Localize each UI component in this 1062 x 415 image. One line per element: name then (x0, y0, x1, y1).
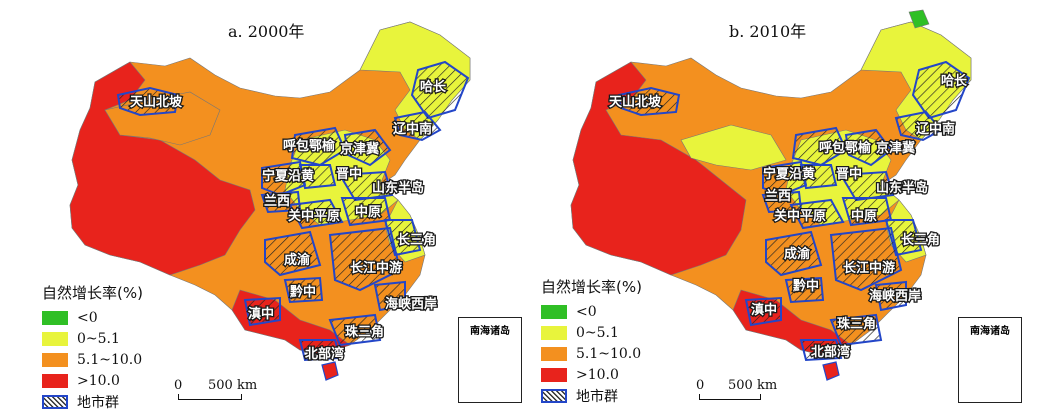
region-northwest (680, 124, 787, 171)
label-shandong: 山东半岛 (372, 180, 424, 196)
label-haixia: 海峡西岸 (385, 296, 437, 312)
region-hainan (321, 361, 339, 381)
label-beibuwan: 北部湾 (811, 344, 850, 360)
legend-item: <0 (42, 307, 143, 328)
legend: 自然增长率(%) <0 0~5.1 5.1~10.0 >10.0 地市群 (541, 276, 642, 406)
label-hachang: 哈长 (420, 79, 447, 95)
legend-item: 0~5.1 (541, 322, 642, 343)
legend-item: 地市群 (42, 391, 143, 412)
label-hachang: 哈长 (941, 73, 968, 89)
map-panel-2010: b. 2010年 (531, 0, 1062, 415)
label-hubao: 呼包鄂榆 (283, 138, 336, 154)
scale-label: 500 km (728, 378, 778, 393)
region-far-northeast (908, 9, 930, 29)
label-tianshan: 天山北坡 (609, 94, 662, 110)
legend-item: 0~5.1 (42, 328, 143, 349)
legend-item: >10.0 (42, 370, 143, 391)
region-west (570, 61, 747, 276)
south-china-sea-inset: 南海诸岛 (458, 317, 522, 403)
label-chengyu: 成渝 (784, 246, 811, 262)
label-changsanjiao: 长三角 (397, 232, 436, 248)
label-liaozhongnan: 辽中南 (916, 121, 955, 137)
label-lanxi: 兰西 (264, 193, 290, 209)
region-hainan (822, 361, 840, 381)
label-dianzhong: 滇中 (248, 306, 274, 322)
inset-title: 南海诸岛 (970, 326, 1010, 337)
city-clusters (116, 60, 470, 362)
label-zhusanjiao: 珠三角 (345, 324, 384, 340)
label-changjiang: 长江中游 (843, 260, 895, 276)
label-haixia: 海峡西岸 (869, 288, 921, 304)
legend-item: 5.1~10.0 (42, 349, 143, 370)
label-ningxia: 宁夏沿黄 (763, 166, 815, 182)
city-clusters (617, 60, 971, 362)
label-changjiang: 长江中游 (350, 260, 402, 276)
label-guanzhong: 关中平原 (774, 208, 826, 224)
label-jingjinji: 京津冀 (340, 141, 379, 157)
label-zhongyuan: 中原 (851, 208, 877, 224)
label-changsanjiao: 长三角 (901, 232, 940, 248)
inset-title: 南海诸岛 (470, 326, 510, 337)
label-ningxia: 宁夏沿黄 (262, 168, 314, 184)
label-zhusanjiao: 珠三角 (837, 316, 876, 332)
china-map-2010: 天山北坡 哈长 辽中南 呼包鄂榆 京津冀 宁夏沿黄 晋中 山东半岛 兰西 关中平… (570, 9, 972, 381)
legend-item: >10.0 (541, 364, 642, 385)
south-china-sea-inset: 南海诸岛 (958, 317, 1022, 403)
label-hubao: 呼包鄂榆 (819, 140, 872, 156)
scale-zero: 0 (696, 378, 705, 393)
label-qianzhong: 黔中 (793, 278, 819, 294)
legend-item: <0 (541, 301, 642, 322)
scale-bar (178, 394, 242, 400)
legend: 自然增长率(%) <0 0~5.1 5.1~10.0 >10.0 地市群 (42, 282, 143, 412)
legend-title: 自然增长率(%) (42, 284, 143, 302)
label-jinzhong: 晋中 (336, 166, 362, 182)
label-liaozhongnan: 辽中南 (393, 121, 432, 137)
cluster-labels: 天山北坡 哈长 辽中南 呼包鄂榆 京津冀 宁夏沿黄 晋中 山东半岛 兰西 关中平… (608, 72, 970, 362)
label-guanzhong: 关中平原 (288, 208, 340, 224)
label-shandong: 山东半岛 (876, 180, 928, 196)
scale-label: 500 km (208, 378, 258, 393)
label-zhongyuan: 中原 (355, 204, 381, 220)
cluster-labels: 天山北坡 哈长 辽中南 呼包鄂榆 京津冀 宁夏沿黄 晋中 山东半岛 兰西 关中平… (129, 78, 449, 364)
label-tianshan: 天山北坡 (130, 94, 183, 110)
label-dianzhong: 滇中 (751, 302, 777, 318)
label-jinzhong: 晋中 (836, 166, 862, 182)
label-chengyu: 成渝 (284, 252, 311, 268)
scale-zero: 0 (174, 378, 183, 393)
scale-bar (699, 394, 761, 400)
label-beibuwan: 北部湾 (305, 346, 344, 362)
panel-title: b. 2010年 (729, 22, 807, 41)
china-map-2000: 天山北坡 哈长 辽中南 呼包鄂榆 京津冀 宁夏沿黄 晋中 山东半岛 兰西 关中平… (69, 21, 471, 381)
legend-item: 地市群 (541, 385, 642, 406)
label-lanxi: 兰西 (765, 188, 791, 204)
legend-item: 5.1~10.0 (541, 343, 642, 364)
label-jingjinji: 京津冀 (876, 140, 915, 156)
label-qianzhong: 黔中 (290, 284, 316, 300)
panel-title: a. 2000年 (228, 22, 305, 41)
map-panel-2000: a. 2000年 (42, 21, 522, 412)
legend-title: 自然增长率(%) (541, 278, 642, 296)
